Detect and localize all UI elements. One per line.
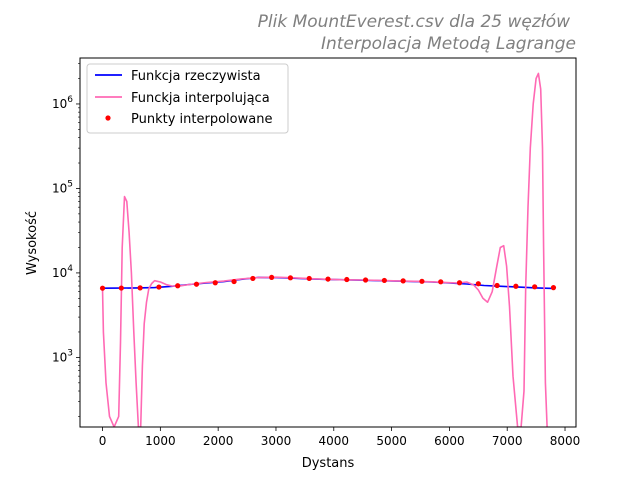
interpolation-point — [362, 277, 369, 283]
y-tick-label: 105 — [52, 179, 73, 195]
legend-label-interp: Funckja interpolująca — [131, 91, 270, 106]
x-axis-label: Dystans — [302, 456, 355, 471]
interpolation-point — [532, 284, 538, 290]
interpolation-point — [438, 279, 444, 285]
interpolation-point — [344, 276, 350, 283]
interpolation-point — [231, 278, 237, 285]
interpolation-point — [381, 277, 387, 284]
interpolation-point — [175, 283, 181, 289]
interpolation-point — [494, 282, 500, 289]
chart-title-line-1: Plik MountEverest.csv dla 25 węzłów — [258, 12, 570, 32]
x-tick-label: 8000 — [550, 434, 581, 448]
x-tick-label: 6000 — [434, 434, 465, 448]
legend-label-points: Punkty interpolowane — [131, 112, 272, 127]
interpolation-point — [550, 285, 557, 291]
interpolation-point — [513, 283, 519, 289]
y-tick-label: 103 — [52, 348, 73, 364]
interpolation-point — [137, 285, 143, 291]
interpolation-point — [118, 285, 124, 291]
legend-swatch-points — [105, 115, 111, 121]
x-tick-label: 0 — [99, 434, 107, 448]
interpolation-point — [269, 274, 275, 281]
legend-label-real: Funkcja rzeczywista — [131, 69, 261, 84]
x-tick-label: 1000 — [145, 434, 176, 448]
interpolation-point — [156, 284, 162, 290]
legend-box — [86, 63, 289, 134]
interpolation-point — [193, 281, 200, 287]
interpolation-point — [475, 281, 481, 287]
x-tick-label: 4000 — [319, 434, 350, 448]
interpolation-point — [212, 280, 218, 286]
interpolation-point — [99, 285, 106, 291]
x-tick-label: 2000 — [203, 434, 234, 448]
interpolation-point — [325, 276, 331, 282]
x-tick-label: 5000 — [376, 434, 407, 448]
interpolation-point — [419, 278, 425, 284]
chart-title-line-2: Interpolacja Metodą Lagrange — [321, 34, 576, 54]
interpolation-point — [250, 275, 256, 282]
legend: Funkcja rzeczywista Funckja interpolując… — [86, 63, 289, 134]
y-axis-label: Wysokość — [25, 211, 40, 275]
y-tick-label: 104 — [52, 264, 73, 280]
y-tick-label: 106 — [52, 95, 73, 111]
x-tick-label: 3000 — [261, 434, 292, 448]
interpolation-point — [287, 275, 294, 281]
interpolation-point — [400, 278, 406, 284]
series-layer — [99, 72, 557, 427]
interpolation-point — [306, 275, 312, 282]
x-tick-label: 7000 — [492, 434, 523, 448]
ticks-layer: 0 1000 2000 3000 4000 5000 6000 7000 8000 103 104 1… — [52, 63, 581, 448]
plot-frame — [79, 57, 577, 428]
interpolation-point — [456, 280, 463, 286]
